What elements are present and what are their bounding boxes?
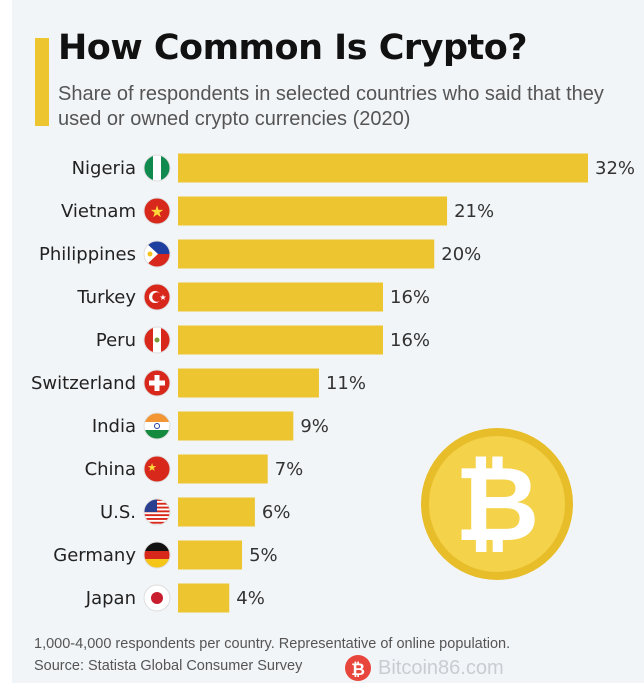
bar-row: Nigeria 32% bbox=[72, 153, 635, 183]
value-label: 4% bbox=[236, 588, 265, 609]
chart-subtitle: Share of respondents in selected countri… bbox=[58, 83, 604, 130]
bar-row: Switzerland 11% bbox=[31, 368, 366, 398]
bar bbox=[178, 153, 588, 183]
flag-india-icon bbox=[143, 412, 171, 440]
category-label: Japan bbox=[85, 588, 136, 609]
bar bbox=[178, 196, 448, 226]
flag-philippines-icon bbox=[143, 240, 171, 268]
title-accent-bar bbox=[35, 38, 49, 126]
value-label: 16% bbox=[390, 330, 430, 351]
bar-row: U.S. 6% bbox=[100, 497, 291, 527]
bar bbox=[178, 368, 319, 398]
bar bbox=[178, 583, 230, 613]
footer-note: 1,000-4,000 respondents per country. Rep… bbox=[34, 636, 511, 652]
bar bbox=[178, 411, 294, 441]
category-label: China bbox=[85, 459, 136, 480]
flag-vietnam-icon: ★ bbox=[143, 197, 171, 225]
value-label: 32% bbox=[595, 158, 635, 179]
svg-text:₿: ₿ bbox=[455, 443, 540, 565]
value-label: 9% bbox=[300, 416, 329, 437]
value-label: 5% bbox=[249, 545, 278, 566]
bar bbox=[178, 454, 268, 484]
flag-us-icon bbox=[143, 498, 171, 526]
category-label: Philippines bbox=[39, 244, 136, 265]
value-label: 6% bbox=[262, 502, 291, 523]
bitcoin-coin-icon: ₿ bbox=[421, 428, 573, 580]
watermark-logo-icon: ₿ bbox=[345, 655, 371, 681]
watermark-text: Bitcoin86.com bbox=[378, 657, 504, 679]
chart-title: How Common Is Crypto? bbox=[58, 28, 528, 68]
value-label: 16% bbox=[390, 287, 430, 308]
bar bbox=[178, 282, 383, 312]
category-label: India bbox=[92, 416, 136, 437]
bar-row: China ★ 7% bbox=[85, 454, 304, 484]
category-label: Peru bbox=[96, 330, 136, 351]
chart-footer: 1,000-4,000 respondents per country. Rep… bbox=[34, 633, 510, 677]
flag-turkey-icon: ★ bbox=[143, 283, 171, 311]
value-label: 11% bbox=[326, 373, 366, 394]
svg-text:₿: ₿ bbox=[351, 660, 365, 680]
svg-text:★: ★ bbox=[147, 461, 157, 474]
bar bbox=[178, 239, 435, 269]
category-label: U.S. bbox=[100, 502, 136, 523]
bar bbox=[178, 325, 383, 355]
category-label: Switzerland bbox=[31, 373, 136, 394]
category-label: Vietnam bbox=[61, 201, 136, 222]
category-label: Nigeria bbox=[72, 158, 136, 179]
bar-row: India 9% bbox=[92, 411, 329, 441]
flag-switzerland-icon bbox=[143, 369, 171, 397]
category-label: Turkey bbox=[76, 287, 136, 308]
flag-peru-icon bbox=[143, 326, 171, 354]
value-label: 21% bbox=[454, 201, 494, 222]
value-label: 7% bbox=[275, 459, 304, 480]
bar-row: Peru 16% bbox=[96, 325, 430, 355]
footer-source: Source: Statista Global Consumer Survey bbox=[34, 658, 303, 674]
flag-japan-icon bbox=[143, 584, 171, 612]
bar-row: Germany 5% bbox=[53, 540, 278, 570]
bar-row: Vietnam ★ 21% bbox=[61, 196, 494, 226]
flag-china-icon: ★ bbox=[143, 455, 171, 483]
flag-nigeria-icon bbox=[143, 154, 171, 182]
category-label: Germany bbox=[53, 545, 136, 566]
bar-row: Philippines 20% bbox=[39, 239, 481, 269]
flag-germany-icon bbox=[143, 541, 171, 569]
value-label: 20% bbox=[441, 244, 481, 265]
svg-text:★: ★ bbox=[150, 202, 164, 221]
bar bbox=[178, 497, 255, 527]
bar bbox=[178, 540, 243, 570]
bar-row: Japan 4% bbox=[85, 583, 265, 613]
svg-text:★: ★ bbox=[159, 293, 166, 302]
bar-row: Turkey ★ 16% bbox=[76, 282, 430, 312]
